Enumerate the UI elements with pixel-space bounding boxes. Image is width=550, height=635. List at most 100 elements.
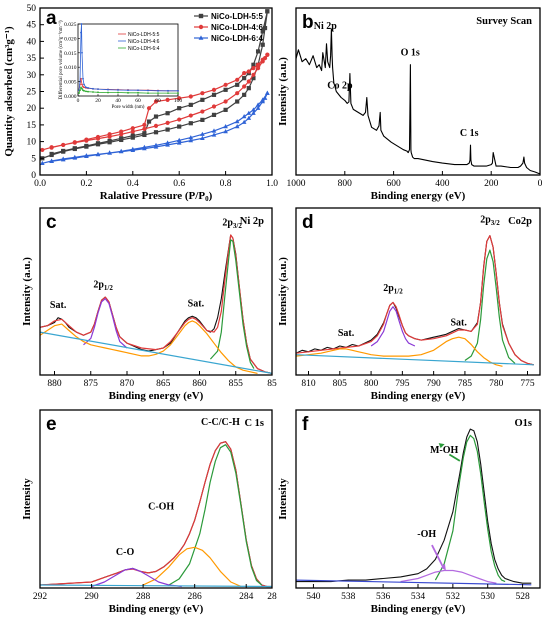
data-point: [40, 147, 45, 153]
data-point: [153, 114, 159, 119]
data-point: [188, 94, 193, 99]
data-point: [246, 69, 251, 74]
inset-data-point: [177, 89, 179, 92]
data-point: [265, 52, 270, 57]
y-axis-label: Intensity: [21, 478, 33, 520]
x-tick-label: 800: [338, 179, 353, 189]
data-point: [177, 96, 182, 101]
data-point: [251, 72, 256, 77]
x-tick-label: 880: [47, 379, 62, 389]
x-axis-label: Binding energy (eV): [109, 603, 204, 615]
panel-title: O1s: [514, 418, 532, 429]
data-point: [119, 129, 124, 134]
data-point: [165, 97, 170, 102]
data-point: [130, 126, 135, 131]
x-tick-label: 0.4: [127, 179, 139, 189]
data-point: [142, 122, 147, 127]
data-point: [234, 119, 240, 124]
inset-y-tick-label: 0.025: [64, 22, 77, 28]
x-tick-label: 775: [520, 379, 535, 389]
series-sat-components: [295, 336, 503, 367]
data-point: [188, 102, 193, 107]
series-raw: [296, 428, 532, 584]
data-point: [165, 127, 170, 132]
y-tick-label: 35: [27, 54, 37, 64]
peak-label-subscript: 3/2: [491, 219, 500, 227]
panel-a: 0 5 10 15 20 25 30 35 40 45 50 0.0 0.2 0.4 0.6 0.8 1.0 Ra…: [3, 4, 278, 203]
data-point: [200, 117, 205, 122]
x-tick-label: 795: [395, 379, 410, 389]
data-point: [177, 117, 182, 122]
data-point: [234, 124, 240, 129]
inset-data-point: [81, 87, 83, 90]
legend-label: NiCo-LDH-4:6: [211, 23, 264, 32]
inset-data-point: [80, 31, 82, 34]
y-tick-label: 50: [27, 4, 37, 14]
data-point: [251, 66, 256, 71]
legend-label: NiCo-LDH-6:4: [211, 34, 264, 43]
x-tick-label: 600: [386, 179, 401, 189]
data-point: [246, 79, 251, 84]
inset-data-point: [92, 91, 94, 93]
data-point: [119, 136, 124, 141]
y-tick-label: 30: [27, 71, 37, 81]
legend-marker: [198, 24, 204, 30]
peak-label: C-OH: [148, 502, 174, 513]
panel-letter: d: [302, 212, 314, 233]
inset-series-NiCo-LDH-6:4: [78, 86, 179, 95]
x-tick-label: 538: [341, 592, 356, 602]
inset-data-point: [92, 87, 94, 90]
y-tick-label: 20: [27, 104, 37, 114]
inset-data-point: [157, 89, 159, 92]
data-point: [235, 99, 240, 104]
data-point: [153, 99, 159, 104]
series-background: [39, 331, 273, 374]
data-point: [49, 158, 54, 163]
inset-data-point: [80, 77, 82, 80]
data-point: [165, 140, 170, 145]
series-NiCo-LDH-5:5: [40, 9, 270, 161]
peak-label: C-O: [116, 547, 135, 558]
y-axis-label: Intensity: [277, 478, 289, 520]
series-2p1/2-component: [83, 298, 128, 349]
data-point: [142, 131, 147, 136]
peak-label: C-C/C-H: [201, 417, 240, 428]
data-point: [95, 134, 101, 140]
plot-frame: [39, 409, 273, 589]
series-2p1/2-component: [370, 306, 416, 347]
data-point: [255, 102, 261, 107]
data-point: [200, 109, 205, 114]
data-point: [72, 155, 78, 160]
x-tick-label: 292: [33, 592, 48, 602]
inset-data-point: [137, 91, 139, 94]
inset-data-point: [177, 92, 179, 95]
panel-e: 292 290 288 286 284 28 Binding energy (eV) Inte…: [21, 409, 277, 615]
peak-label: M-OH: [430, 445, 459, 456]
x-tick-label: 865: [156, 379, 171, 389]
x-tick-label: 290: [84, 592, 99, 602]
inset-data-point: [107, 88, 109, 91]
inset-data-point: [79, 89, 81, 92]
x-tick-label: 0.0: [34, 179, 46, 189]
inset-x-tick-label: 80: [155, 98, 161, 104]
data-point: [165, 120, 170, 125]
y-axis-label: Intensity (a.u.): [277, 57, 289, 126]
m-oh-arrow-head: [438, 443, 445, 449]
inset-data-point: [78, 92, 80, 95]
data-point: [49, 145, 54, 150]
data-point: [251, 76, 256, 81]
data-point: [153, 142, 159, 147]
data-point: [200, 131, 205, 136]
series-NiCo-LDH-4:6: [40, 52, 270, 153]
data-point: [211, 132, 217, 137]
m-oh-arrow: [448, 453, 461, 462]
inset-x-tick-label: 0: [77, 98, 80, 104]
data-point: [84, 153, 89, 158]
x-tick-label: 855: [229, 379, 244, 389]
data-point: [241, 114, 247, 119]
panel-b: 1000 800 600 400 200 0 Binding energy (eV) Inte…: [277, 7, 543, 202]
data-point: [235, 91, 240, 96]
series-background: [295, 579, 532, 586]
data-point: [200, 135, 205, 140]
data-point: [107, 150, 112, 155]
